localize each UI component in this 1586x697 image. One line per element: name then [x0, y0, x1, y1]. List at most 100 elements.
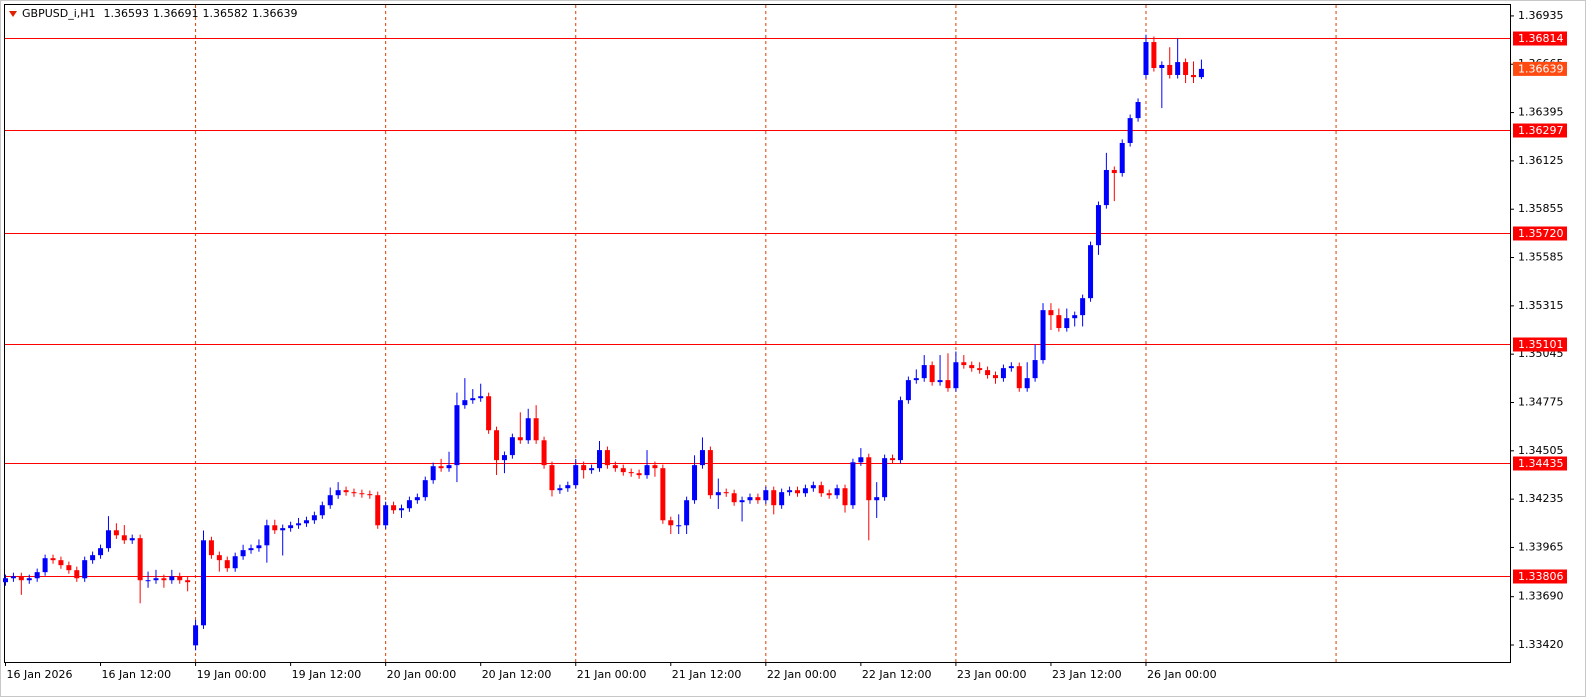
candle-body [343, 490, 349, 493]
candle-body [272, 525, 278, 531]
candle-body [755, 497, 761, 501]
level-label: 1.36814 [1518, 32, 1564, 45]
x-tick-label: 19 Jan 12:00 [292, 668, 362, 681]
candle-body [1175, 62, 1181, 75]
candle-body [1191, 74, 1196, 78]
candle-body [1088, 245, 1094, 299]
y-tick-label: 1.34235 [1518, 492, 1564, 505]
x-tick-label: 23 Jan 12:00 [1052, 668, 1122, 681]
candle-body [280, 528, 286, 531]
last-close: 1.36639 [252, 7, 298, 20]
x-tick-label: 22 Jan 12:00 [862, 668, 932, 681]
candle-body [18, 576, 24, 581]
candle-body [224, 560, 230, 569]
candle-body [597, 450, 602, 469]
candle-body [113, 530, 119, 536]
candle-body [684, 500, 690, 526]
x-tick-label: 26 Jan 00:00 [1147, 668, 1217, 681]
last-high: 1.36691 [153, 7, 199, 20]
candle-body [494, 430, 500, 461]
chart-header: GBPUSD_i,H1 1.36593 1.36691 1.36582 1.36639 [22, 7, 298, 20]
level-label-box [1513, 569, 1567, 584]
candle-body [201, 540, 206, 626]
candle-body [810, 485, 816, 489]
candle-body [589, 468, 595, 471]
candle-body [438, 466, 444, 469]
candle-body [367, 494, 373, 496]
candle-body [802, 488, 808, 494]
x-tick-label: 22 Jan 00:00 [767, 668, 837, 681]
candle-body [375, 495, 381, 526]
candle-body [10, 576, 16, 579]
candle-body [913, 378, 919, 381]
candle-body [66, 565, 72, 571]
candle-body [699, 450, 705, 466]
candle-body [256, 545, 262, 549]
y-tick-label: 1.35585 [1518, 251, 1564, 264]
candle-body [961, 362, 967, 366]
candle-body [707, 450, 713, 496]
candle-body [644, 465, 650, 476]
candle-body [478, 396, 484, 399]
candle-body [145, 580, 151, 582]
candle-body [105, 530, 111, 549]
candle-body [945, 380, 951, 389]
candle-body [818, 485, 824, 494]
candle-body [905, 380, 911, 401]
y-tick-label: 1.33420 [1518, 638, 1564, 651]
candle-body [771, 490, 777, 506]
candle-body [1016, 366, 1022, 389]
level-label-box [1513, 456, 1567, 471]
candle-body [763, 490, 769, 501]
level-label-box [1513, 337, 1567, 352]
candle-body [541, 440, 547, 466]
candle-body [1127, 118, 1133, 143]
candle-body [573, 465, 579, 486]
candle-body [129, 538, 135, 541]
x-tick-label: 19 Jan 00:00 [197, 668, 267, 681]
candle-body [208, 540, 214, 556]
y-tick-label: 1.35315 [1518, 299, 1564, 312]
candle-body [1095, 205, 1101, 246]
candle-body [517, 437, 523, 441]
candle-body [169, 576, 175, 581]
candle-body [303, 520, 309, 524]
candle-body [581, 465, 587, 471]
candle-body [731, 493, 737, 503]
candle-body [747, 497, 753, 501]
y-tick-label: 1.36935 [1518, 9, 1564, 22]
level-label-box [1513, 226, 1567, 241]
level-label-box [1513, 123, 1567, 138]
candle-body [993, 375, 998, 379]
candle-body [288, 525, 294, 529]
candle-body [1000, 368, 1006, 379]
candle-body [1040, 310, 1046, 361]
candle-body [42, 558, 48, 573]
candle-body [969, 365, 975, 369]
x-tick-label: 21 Jan 00:00 [577, 668, 647, 681]
candle-body [795, 490, 800, 494]
y-tick-label: 1.34775 [1518, 395, 1564, 408]
candle-body [177, 576, 183, 581]
candle-body [1111, 170, 1117, 174]
candle-body [414, 497, 420, 501]
candle-body [668, 520, 674, 526]
level-label: 1.36297 [1518, 124, 1564, 137]
candle-body [850, 462, 856, 506]
candle-body [549, 465, 555, 491]
candle-body [240, 550, 246, 557]
candle-body [422, 480, 428, 498]
candle-body [121, 535, 127, 541]
candle-body [1167, 64, 1173, 75]
candle-body [676, 525, 682, 527]
candle-body [779, 492, 785, 506]
candle-body [26, 578, 32, 581]
last-low: 1.36582 [203, 7, 249, 20]
candle-body [509, 437, 515, 456]
y-tick-label: 1.35855 [1518, 202, 1564, 215]
x-tick-label: 21 Jan 12:00 [672, 668, 742, 681]
menu-triangle[interactable] [9, 11, 17, 17]
candle-body [1008, 366, 1014, 369]
